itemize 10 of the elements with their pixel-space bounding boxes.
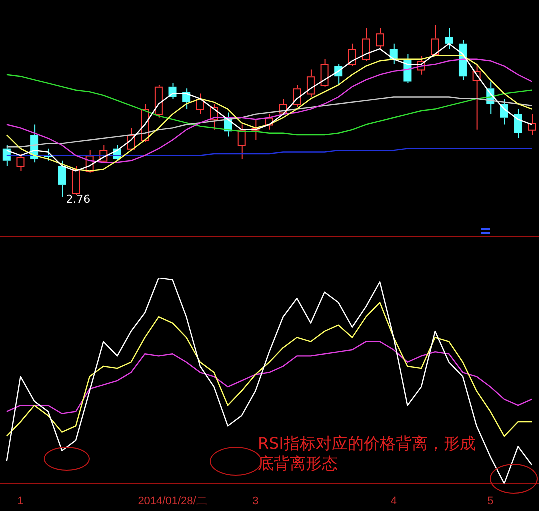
- annotation: 2.76: [66, 193, 91, 206]
- x-tick-label: 4: [390, 495, 397, 508]
- x-tick-label: 3: [252, 495, 259, 508]
- x-tick-label: 5: [488, 495, 494, 508]
- candlestick: [58, 160, 66, 198]
- x-tick-label: 2014/01/28/二: [138, 495, 208, 508]
- candlestick: [514, 108, 522, 140]
- candlestick: [445, 28, 454, 50]
- x-tick-label: 1: [18, 495, 24, 508]
- candlestick: [390, 43, 398, 66]
